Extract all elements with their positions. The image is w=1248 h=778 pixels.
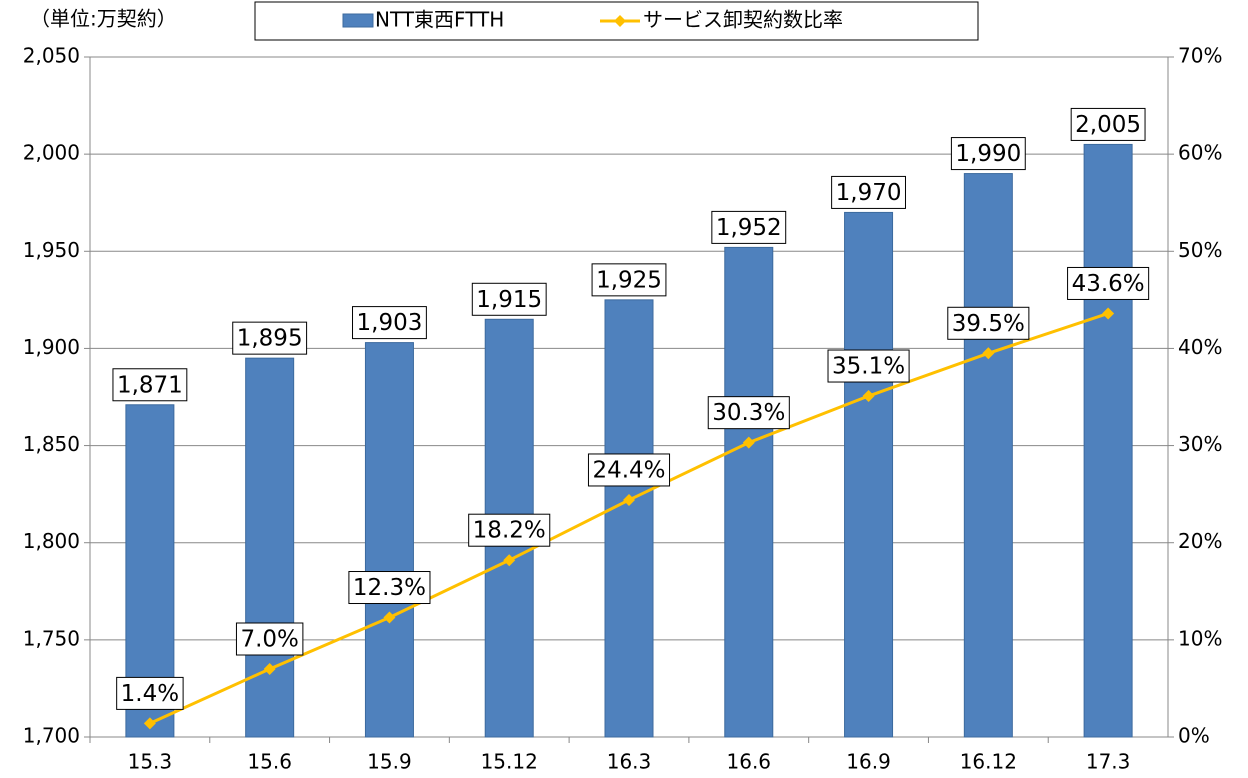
data-label-box <box>468 513 551 547</box>
y2-tick-label: 30% <box>1178 432 1222 456</box>
data-label-box <box>348 571 431 605</box>
x-tick-label: 16.6 <box>727 750 772 774</box>
bar <box>364 342 414 738</box>
data-label-box <box>352 306 427 340</box>
bar <box>245 357 295 738</box>
data-label: 1,895 <box>237 326 303 352</box>
y2-tick-label: 60% <box>1178 141 1222 165</box>
data-label-box <box>947 306 1030 340</box>
data-label-box <box>112 368 188 402</box>
bar <box>724 246 774 738</box>
y2-tick-label: 50% <box>1178 238 1222 262</box>
line-point <box>862 390 875 403</box>
data-label: 1,925 <box>596 267 662 293</box>
line-point <box>742 436 755 449</box>
data-label: 7.0% <box>240 627 298 653</box>
y-tick-label: 2,000 <box>23 141 80 165</box>
data-label: 1,871 <box>117 372 183 398</box>
data-label: 43.6% <box>1072 271 1145 297</box>
bar <box>844 211 894 738</box>
x-tick-label: 15.6 <box>247 750 292 774</box>
x-tick-label: 15.3 <box>128 750 173 774</box>
data-label-box <box>232 321 308 355</box>
y2-tick-label: 20% <box>1178 529 1222 553</box>
bar <box>1083 143 1133 738</box>
data-label-box <box>711 210 787 244</box>
x-tick-label: 15.12 <box>481 750 538 774</box>
y2-tick-label: 10% <box>1178 626 1222 650</box>
x-tick-label: 17.3 <box>1086 750 1131 774</box>
data-label-box <box>471 282 547 316</box>
x-tick-label: 16.9 <box>846 750 891 774</box>
line-point <box>1102 307 1115 320</box>
data-label: 2,005 <box>1075 112 1141 138</box>
legend-label: NTT東西FTTH <box>375 8 504 32</box>
x-tick-label: 15.9 <box>367 750 412 774</box>
line-point <box>982 347 995 360</box>
x-tick-label: 16.3 <box>607 750 652 774</box>
y2-tick-label: 0% <box>1178 724 1210 748</box>
bar <box>963 173 1013 738</box>
y-tick-label: 1,750 <box>23 626 80 650</box>
y-tick-label: 1,800 <box>23 529 80 553</box>
y2-tick-label: 40% <box>1178 335 1222 359</box>
data-label: 12.3% <box>353 575 426 601</box>
y-tick-label: 1,950 <box>23 238 80 262</box>
data-label: 35.1% <box>832 354 905 380</box>
data-label: 30.3% <box>712 400 785 426</box>
legend-label: サービス卸契約数比率 <box>643 8 843 32</box>
data-label: 1,952 <box>716 215 782 241</box>
y-tick-label: 1,900 <box>23 335 80 359</box>
y-tick-label: 1,850 <box>23 432 80 456</box>
data-label-box <box>116 676 184 710</box>
y-tick-label: 2,050 <box>23 44 80 68</box>
data-label-box <box>1067 266 1150 300</box>
line-point <box>263 663 276 675</box>
legend-marker <box>614 15 626 27</box>
line-point <box>383 611 396 624</box>
unit-label: （単位:万契約） <box>30 7 177 31</box>
data-label: 1.4% <box>121 681 179 707</box>
data-label-box <box>235 622 304 656</box>
y-tick-label: 1,700 <box>23 724 80 748</box>
data-label: 1,903 <box>357 310 423 336</box>
data-label-box <box>827 349 910 383</box>
data-label: 39.5% <box>952 311 1025 337</box>
line-point <box>623 493 635 506</box>
line-point <box>503 554 516 567</box>
legend-swatch <box>342 13 374 28</box>
data-label: 1,970 <box>836 180 902 206</box>
data-label-box <box>1070 107 1146 141</box>
data-label-box <box>587 453 671 487</box>
y2-tick-label: 70% <box>1178 44 1222 68</box>
data-label: 24.4% <box>592 457 665 483</box>
data-label-box <box>707 396 790 430</box>
data-label-box <box>591 263 667 297</box>
data-label: 1,915 <box>476 287 542 313</box>
data-label-box <box>950 137 1026 171</box>
data-label: 18.2% <box>473 518 546 544</box>
line-point <box>143 717 156 730</box>
data-label: 1,990 <box>955 141 1021 167</box>
data-label-box <box>831 175 906 209</box>
x-tick-label: 16.12 <box>960 750 1017 774</box>
bar <box>604 299 654 738</box>
